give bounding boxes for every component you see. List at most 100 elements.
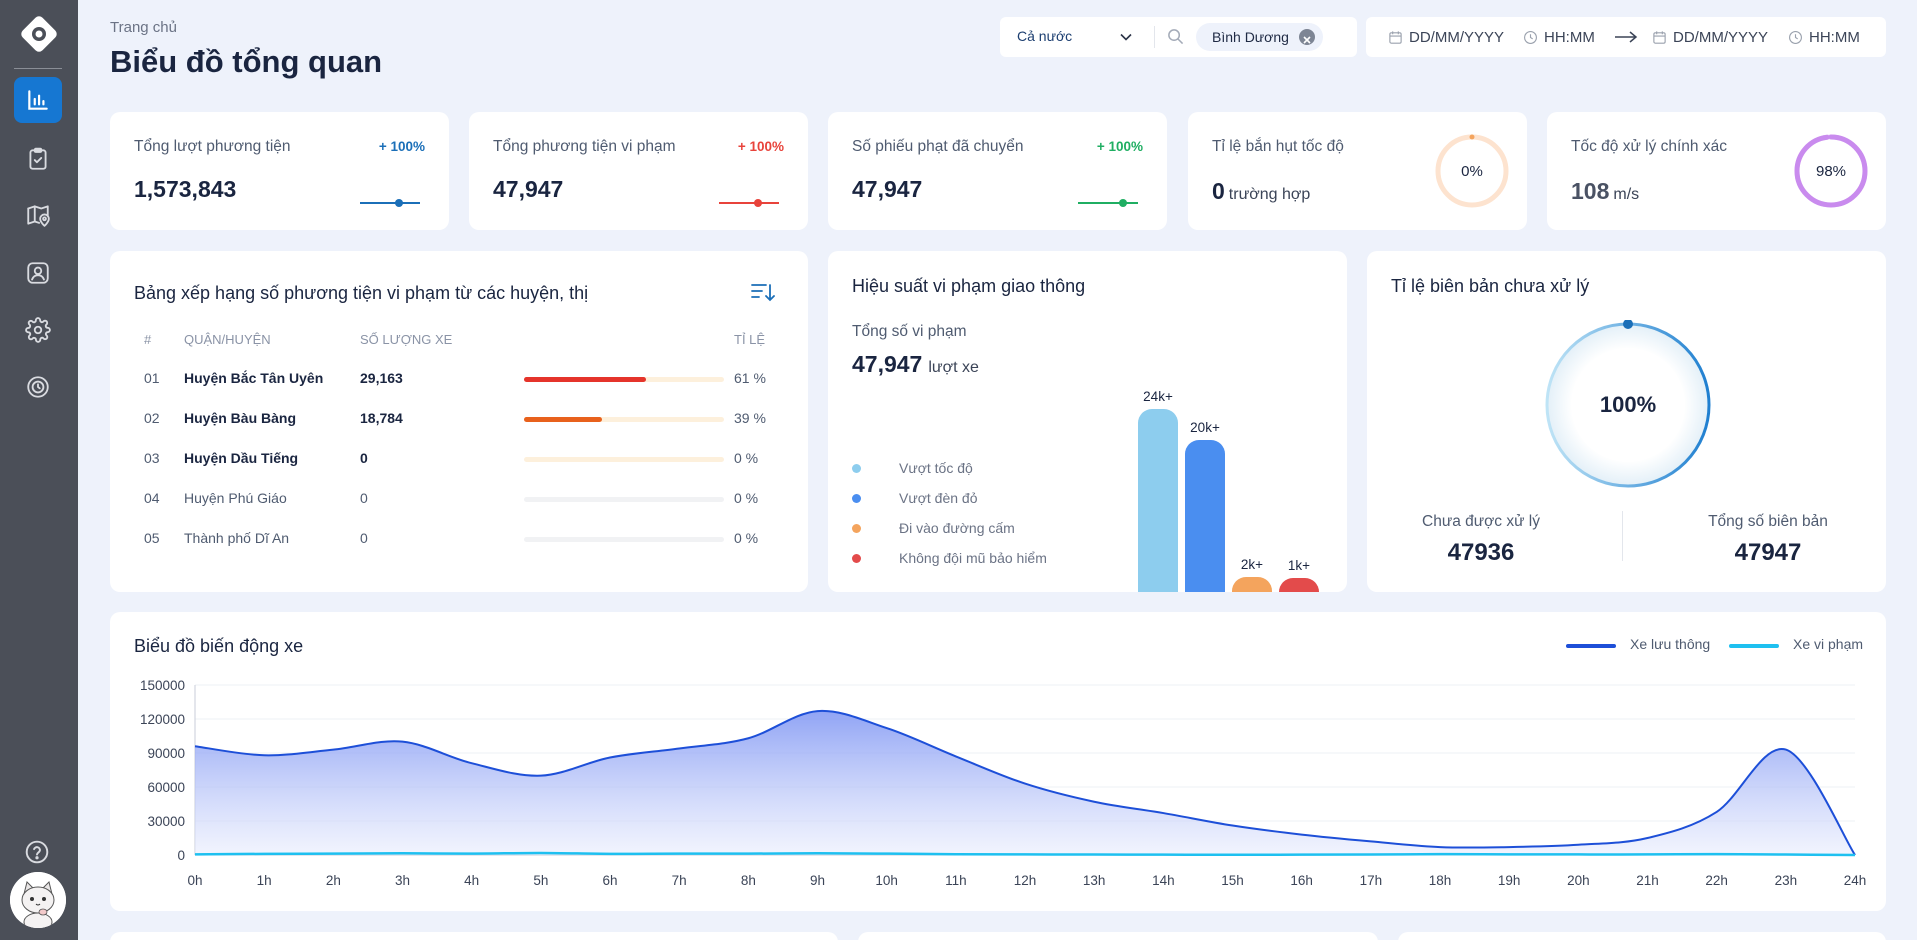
x-tick-label: 6h bbox=[602, 873, 617, 888]
stat-value: 0 trường hợp bbox=[1212, 178, 1310, 205]
stat-label: Tốc độ xử lý chính xác bbox=[1571, 138, 1727, 156]
table-row[interactable]: 02 Huyện Bàu Bàng 18,784 39 % bbox=[110, 398, 808, 438]
sort-icon[interactable] bbox=[750, 281, 776, 305]
ratio-bar bbox=[524, 537, 724, 542]
x-tick-label: 13h bbox=[1083, 873, 1106, 888]
avatar[interactable] bbox=[10, 872, 66, 928]
vehicle-flow-chart-card: Biểu đồ biến động xe Xe lưu thông Xe vi … bbox=[110, 612, 1886, 911]
district-ranking-card: Bảng xếp hạng số phương tiện vi phạm từ … bbox=[110, 251, 808, 592]
date-from-field[interactable]: DD/MM/YYYY bbox=[1388, 17, 1504, 57]
sidebar-item-dashboard[interactable] bbox=[14, 77, 62, 123]
x-tick-label: 21h bbox=[1636, 873, 1659, 888]
table-row[interactable]: 04 Huyện Phú Giáo 0 0 % bbox=[110, 478, 808, 518]
violation-bar[interactable] bbox=[1138, 409, 1178, 592]
violation-bar-label: 20k+ bbox=[1180, 420, 1230, 435]
table-row[interactable]: 03 Huyện Dầu Tiếng 0 0 % bbox=[110, 438, 808, 478]
sidebar-item-map[interactable] bbox=[14, 192, 62, 238]
gear-icon bbox=[25, 317, 51, 343]
bar-chart-icon bbox=[25, 87, 51, 113]
stat-value: 47,947 bbox=[493, 176, 563, 203]
time-from-field[interactable]: HH:MM bbox=[1523, 17, 1595, 57]
x-tick-label: 12h bbox=[1014, 873, 1037, 888]
violation-performance-card: Hiệu suất vi phạm giao thông Tổng số vi … bbox=[828, 251, 1347, 592]
row-ratio: 39 % bbox=[734, 410, 766, 426]
row-count: 0 bbox=[360, 490, 368, 506]
sidebar-item-tasks[interactable] bbox=[14, 136, 62, 182]
row-index: 03 bbox=[144, 450, 160, 466]
total-unit: lượt xe bbox=[928, 359, 979, 376]
legend-label: Vượt tốc độ bbox=[899, 460, 973, 476]
breadcrumb[interactable]: Trang chủ bbox=[110, 19, 177, 36]
remove-tag-button[interactable] bbox=[1299, 29, 1315, 45]
calendar-icon bbox=[1388, 30, 1403, 45]
x-tick-label: 8h bbox=[741, 873, 756, 888]
legend-dot bbox=[852, 464, 861, 473]
sidebar-divider bbox=[14, 68, 62, 69]
stat-card-tickets-sent: Số phiếu phạt đã chuyển + 100% 47,947 bbox=[828, 112, 1167, 230]
stat-card-processing-accuracy: Tốc độ xử lý chính xác 108 m/s 98% bbox=[1547, 112, 1886, 230]
trend-sparkline bbox=[1077, 198, 1139, 208]
violation-bar[interactable] bbox=[1279, 578, 1319, 592]
row-index: 01 bbox=[144, 370, 160, 386]
stat-divider bbox=[1622, 511, 1623, 561]
legend-label: Vượt đèn đỏ bbox=[899, 490, 978, 506]
col-ratio: TỈ LỆ bbox=[734, 332, 765, 347]
row-district: Huyện Dầu Tiếng bbox=[184, 450, 298, 466]
x-tick-label: 10h bbox=[875, 873, 898, 888]
help-icon[interactable] bbox=[24, 839, 50, 865]
cat-avatar-icon bbox=[10, 872, 66, 928]
ratio-bar-fill bbox=[524, 417, 602, 422]
row-count: 29,163 bbox=[360, 370, 403, 386]
x-tick-label: 3h bbox=[395, 873, 410, 888]
violation-bar-chart: 24k+ 20k+ 2k+ 1k+ bbox=[1138, 363, 1328, 592]
stat-value: 47,947 bbox=[852, 176, 922, 203]
y-tick-label: 150000 bbox=[140, 678, 185, 693]
series-line-violations bbox=[195, 853, 1855, 855]
row-district: Huyện Bàu Bàng bbox=[184, 410, 296, 426]
unprocessed-value: 47936 bbox=[1381, 539, 1581, 567]
legend-dot bbox=[852, 494, 861, 503]
user-group-icon bbox=[25, 260, 51, 286]
lower-card bbox=[1398, 932, 1886, 940]
legend-dot bbox=[852, 524, 861, 533]
stat-label: Số phiếu phạt đã chuyển bbox=[852, 138, 1024, 156]
clock-history-icon bbox=[25, 374, 51, 400]
violation-bar[interactable] bbox=[1185, 440, 1225, 593]
unprocessed-reports-card: Tỉ lệ biên bản chưa xử lý 100% Chưa được… bbox=[1367, 251, 1886, 592]
y-tick-label: 90000 bbox=[147, 746, 185, 761]
lower-card bbox=[110, 932, 838, 940]
total-number: 47,947 bbox=[852, 351, 922, 377]
row-index: 04 bbox=[144, 490, 160, 506]
y-tick-label: 60000 bbox=[147, 780, 185, 795]
trend-sparkline bbox=[718, 198, 780, 208]
region-filter: Cả nước Bình Dương bbox=[1000, 17, 1357, 57]
chevron-down-icon[interactable] bbox=[1119, 30, 1133, 44]
clipboard-check-icon bbox=[25, 146, 51, 172]
calendar-icon bbox=[1652, 30, 1667, 45]
search-icon[interactable] bbox=[1167, 28, 1184, 45]
stat-change: + 100% bbox=[1097, 139, 1143, 154]
stat-change: + 100% bbox=[738, 139, 784, 154]
violation-bar[interactable] bbox=[1232, 577, 1272, 592]
x-tick-label: 5h bbox=[533, 873, 548, 888]
y-tick-label: 30000 bbox=[147, 814, 185, 829]
x-tick-label: 9h bbox=[810, 873, 825, 888]
sidebar-item-history[interactable] bbox=[14, 364, 62, 410]
sidebar-item-settings[interactable] bbox=[14, 307, 62, 353]
stat-unit: m/s bbox=[1613, 186, 1639, 203]
x-tick-label: 17h bbox=[1360, 873, 1383, 888]
region-select[interactable]: Cả nước bbox=[1017, 28, 1072, 44]
date-to-field[interactable]: DD/MM/YYYY bbox=[1652, 17, 1768, 57]
card-title: Bảng xếp hạng số phương tiện vi phạm từ … bbox=[134, 283, 588, 304]
card-title: Hiệu suất vi phạm giao thông bbox=[852, 276, 1085, 297]
x-tick-label: 22h bbox=[1705, 873, 1728, 888]
legend-dot bbox=[852, 554, 861, 563]
row-count: 0 bbox=[360, 450, 368, 466]
app-logo-icon[interactable] bbox=[19, 14, 59, 54]
x-tick-label: 2h bbox=[326, 873, 341, 888]
total-violations-value: 47,947 lượt xe bbox=[852, 351, 979, 378]
table-row[interactable]: 01 Huyện Bắc Tân Uyên 29,163 61 % bbox=[110, 358, 808, 398]
table-row[interactable]: 05 Thành phố Dĩ An 0 0 % bbox=[110, 518, 808, 558]
time-to-field[interactable]: HH:MM bbox=[1788, 17, 1860, 57]
sidebar-item-users[interactable] bbox=[14, 250, 62, 296]
